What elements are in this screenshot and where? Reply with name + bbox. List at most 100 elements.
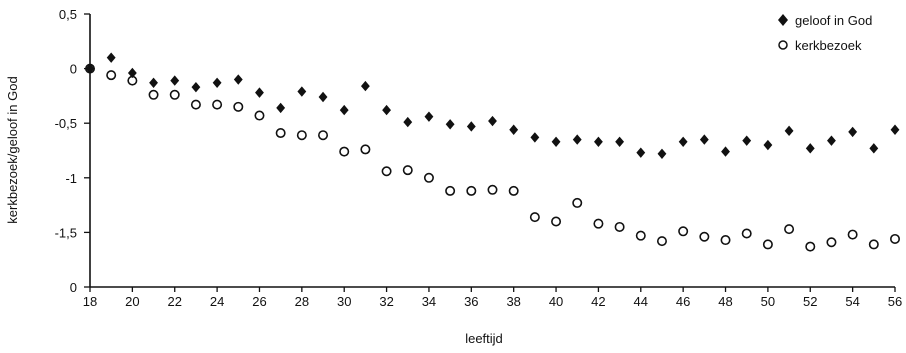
- x-axis-label: leeftijd: [465, 331, 503, 346]
- data-point: [678, 136, 688, 147]
- y-tick-label: -1,5: [55, 225, 77, 240]
- data-point: [551, 216, 562, 227]
- data-point: [784, 224, 795, 235]
- data-point: [190, 99, 201, 110]
- x-tick-label: 26: [252, 294, 266, 309]
- y-axis-label: kerkbezoek/geloof in God: [5, 76, 20, 223]
- data-point: [339, 104, 349, 116]
- legend-marker-kerkbezoek: [778, 40, 788, 50]
- data-point: [848, 126, 858, 138]
- data-point: [466, 121, 476, 132]
- x-tick-label: 48: [718, 294, 732, 309]
- data-point: [276, 102, 286, 114]
- data-point: [763, 139, 773, 151]
- x-tick-label: 20: [125, 294, 139, 309]
- x-tick-label: 38: [506, 294, 520, 309]
- data-point: [424, 111, 434, 122]
- data-point: [149, 77, 158, 88]
- data-point: [403, 116, 413, 128]
- data-point: [339, 146, 350, 157]
- data-point: [318, 91, 328, 103]
- legend: geloof in God kerkbezoek: [778, 13, 872, 53]
- data-point: [127, 67, 137, 79]
- data-point: [402, 165, 413, 176]
- x-ticks: 18 20 22 24 26 28 30 32 34 36 38 40 42 44 46 48 50 52 54 56: [83, 287, 902, 309]
- legend-label-kerkbezoek: kerkbezoek: [795, 38, 862, 53]
- y-tick-label: -1: [65, 171, 77, 186]
- data-point: [805, 241, 816, 252]
- x-tick-label: 36: [464, 294, 478, 309]
- data-point: [191, 81, 201, 93]
- data-point: [360, 80, 370, 92]
- x-tick-label: 52: [803, 294, 817, 309]
- data-point: [678, 226, 689, 237]
- data-point: [85, 63, 96, 74]
- x-tick-label: 54: [845, 294, 859, 309]
- data-point: [721, 146, 730, 157]
- y-tick-label: 0: [70, 62, 77, 77]
- data-point: [805, 143, 815, 154]
- data-point: [254, 110, 265, 121]
- data-point: [530, 132, 540, 143]
- data-point: [233, 74, 243, 85]
- y-tick-label: 0: [70, 280, 77, 295]
- data-point: [868, 239, 879, 250]
- series-kerkbezoek: [85, 63, 900, 252]
- data-point: [297, 86, 307, 97]
- data-point: [382, 104, 391, 116]
- data-point: [615, 136, 625, 147]
- data-point: [551, 136, 561, 147]
- data-point: [85, 63, 95, 74]
- data-point: [720, 235, 731, 246]
- data-point: [784, 125, 794, 137]
- data-point: [889, 233, 900, 244]
- x-tick-label: 40: [549, 294, 563, 309]
- data-point: [656, 236, 667, 247]
- data-point: [318, 130, 329, 141]
- legend-marker-geloof-in-god: [778, 14, 788, 26]
- data-point: [572, 197, 583, 208]
- data-point: [593, 218, 604, 229]
- x-tick-label: 30: [337, 294, 351, 309]
- x-tick-label: 18: [83, 294, 97, 309]
- data-point: [212, 99, 223, 110]
- data-point: [869, 143, 879, 154]
- x-tick-label: 32: [379, 294, 393, 309]
- legend-label-geloof-in-god: geloof in God: [795, 13, 872, 28]
- series-geloof-in-God: [85, 52, 900, 159]
- data-point: [381, 166, 392, 177]
- data-point: [360, 144, 371, 155]
- data-point: [509, 124, 519, 135]
- data-point: [423, 172, 434, 183]
- data-point: [572, 134, 582, 145]
- data-point: [487, 184, 498, 195]
- data-point: [445, 185, 456, 196]
- x-tick-label: 46: [676, 294, 690, 309]
- x-tick-label: 28: [295, 294, 309, 309]
- data-point: [169, 89, 180, 100]
- data-point: [148, 89, 159, 100]
- data-point: [296, 130, 307, 141]
- data-point: [826, 237, 837, 248]
- y-ticks: 0,5 0 -0,5 -1 -1,5 0: [55, 7, 90, 295]
- x-tick-label: 24: [210, 294, 224, 309]
- data-point: [466, 185, 477, 196]
- data-point: [657, 148, 667, 159]
- data-point: [106, 70, 117, 81]
- data-points: [85, 52, 900, 252]
- y-tick-label: 0,5: [59, 7, 77, 22]
- data-point: [233, 101, 244, 112]
- data-point: [212, 77, 222, 88]
- data-point: [699, 134, 709, 145]
- data-point: [827, 135, 836, 146]
- data-point: [741, 228, 752, 239]
- x-tick-label: 44: [634, 294, 648, 309]
- data-point: [699, 231, 710, 242]
- data-point: [127, 75, 138, 86]
- data-point: [529, 212, 540, 223]
- data-point: [106, 52, 116, 63]
- data-point: [508, 185, 519, 196]
- data-point: [636, 147, 646, 158]
- x-tick-label: 34: [422, 294, 436, 309]
